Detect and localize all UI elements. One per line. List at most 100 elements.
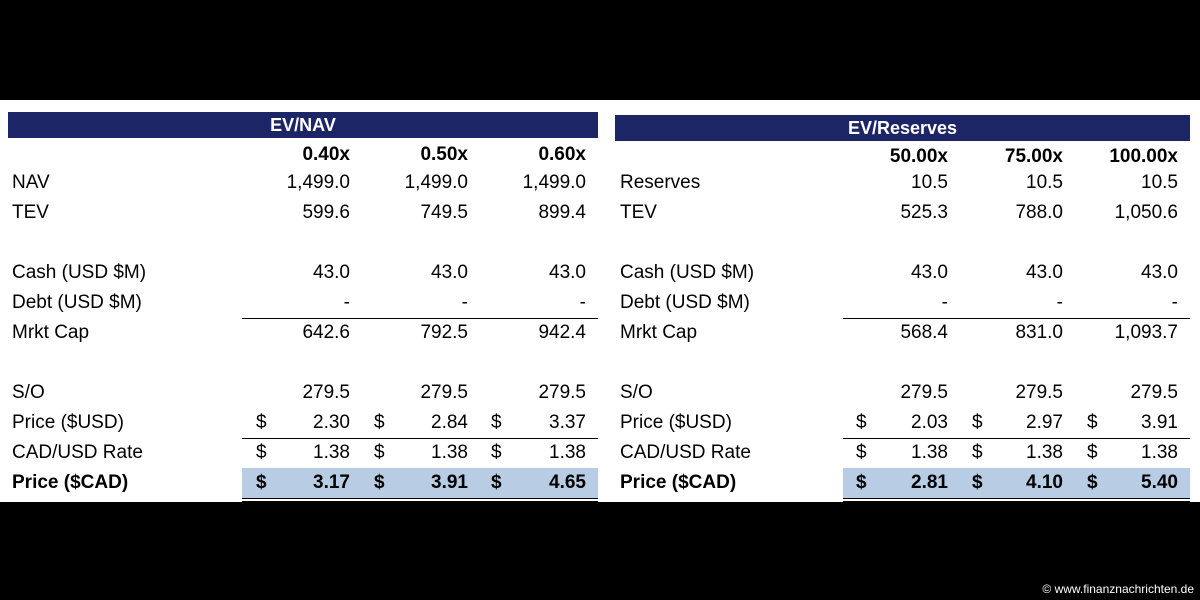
cell: 279.5 [900,382,948,403]
row-label: Mrkt Cap [620,322,698,343]
cell: 1,050.6 [1114,202,1178,223]
cell: 1.38 [431,442,468,463]
column-header: 0.60x [538,144,586,165]
row-label: Debt (USD $M) [12,292,142,313]
sheet [0,100,1200,502]
currency: $ [256,412,267,433]
cell: 899.4 [538,202,586,223]
row-label: Mrkt Cap [12,322,90,343]
cell: - [1171,292,1178,313]
double-underline [242,501,598,502]
table-title-bar: EV/NAV [8,112,598,138]
cell: 5.40 [1141,472,1178,493]
cell: - [1056,292,1063,313]
currency: $ [374,412,385,433]
currency: $ [972,472,983,493]
currency: $ [256,472,267,493]
cell: 3.91 [1141,412,1178,433]
highlight-row [843,468,1190,498]
table-title: EV/Reserves [847,118,958,138]
cell: 2.84 [431,412,468,433]
cell: 599.6 [302,202,350,223]
cell: 43.0 [549,262,586,283]
cell: 1,499.0 [404,172,468,193]
currency: $ [856,442,867,463]
currency: $ [972,412,983,433]
cell: 279.5 [302,382,350,403]
table-title: EV/NAV [270,115,336,135]
cell: 3.91 [431,472,468,493]
table-title-bar: EV/Reserves [615,115,1190,141]
row-label: NAV [12,172,50,193]
cell: - [461,292,468,313]
cell: 788.0 [1015,202,1063,223]
cell: 792.5 [420,322,468,343]
cell: 4.10 [1026,472,1063,493]
cell: 279.5 [1130,382,1178,403]
currency: $ [1087,412,1098,433]
cell: 3.17 [313,472,350,493]
row-label: Cash (USD $M) [12,262,147,283]
cell: 279.5 [538,382,586,403]
cell: 568.4 [900,322,948,343]
currency: $ [1087,472,1098,493]
cell: 43.0 [1141,262,1178,283]
row-label: CAD/USD Rate [12,442,143,463]
currency: $ [491,442,502,463]
currency: $ [856,412,867,433]
cell: 279.5 [1015,382,1063,403]
cell: 1.38 [911,442,948,463]
cell: 1.38 [1026,442,1063,463]
cell: - [941,292,948,313]
cell: - [343,292,350,313]
cell: 1,093.7 [1114,322,1178,343]
row-label: CAD/USD Rate [620,442,751,463]
column-header: 50.00x [889,146,948,167]
cell: 1.38 [549,442,586,463]
currency: $ [856,472,867,493]
cell: 1.38 [313,442,350,463]
row-label: TEV [620,202,657,223]
double-underline [242,498,598,499]
row-label: Price ($CAD) [620,472,737,493]
cell: 942.4 [538,322,586,343]
double-underline [843,498,1190,499]
rule [242,318,598,319]
cell: 2.30 [313,412,350,433]
cell: 2.03 [911,412,948,433]
currency: $ [374,472,385,493]
row-label: Price ($USD) [12,412,124,433]
cell: 43.0 [313,262,350,283]
row-label: Debt (USD $M) [620,292,750,313]
row-label: Price ($USD) [620,412,732,433]
column-header: 100.00x [1109,146,1178,167]
cell: 1,499.0 [286,172,350,193]
rule [242,438,598,439]
cell: 831.0 [1015,322,1063,343]
row-label: S/O [12,382,45,403]
watermark: © www.finanznachrichten.de [1042,582,1194,596]
cell: 1.38 [1141,442,1178,463]
column-header: 0.50x [420,144,468,165]
cell: 10.5 [1141,172,1178,193]
row-label: Price ($CAD) [12,472,129,493]
cell: 1,499.0 [522,172,586,193]
rule [843,318,1190,319]
cell: 2.81 [911,472,948,493]
cell: 749.5 [420,202,468,223]
currency: $ [491,472,502,493]
column-header: 0.40x [302,144,350,165]
cell: 10.5 [911,172,948,193]
row-label: Reserves [620,172,701,193]
cell: 43.0 [431,262,468,283]
row-label: TEV [12,202,49,223]
cell: 43.0 [1026,262,1063,283]
column-header: 75.00x [1004,146,1063,167]
currency: $ [491,412,502,433]
currency: $ [256,442,267,463]
currency: $ [1087,442,1098,463]
cell: 43.0 [911,262,948,283]
cell: - [579,292,586,313]
cell: 642.6 [302,322,350,343]
